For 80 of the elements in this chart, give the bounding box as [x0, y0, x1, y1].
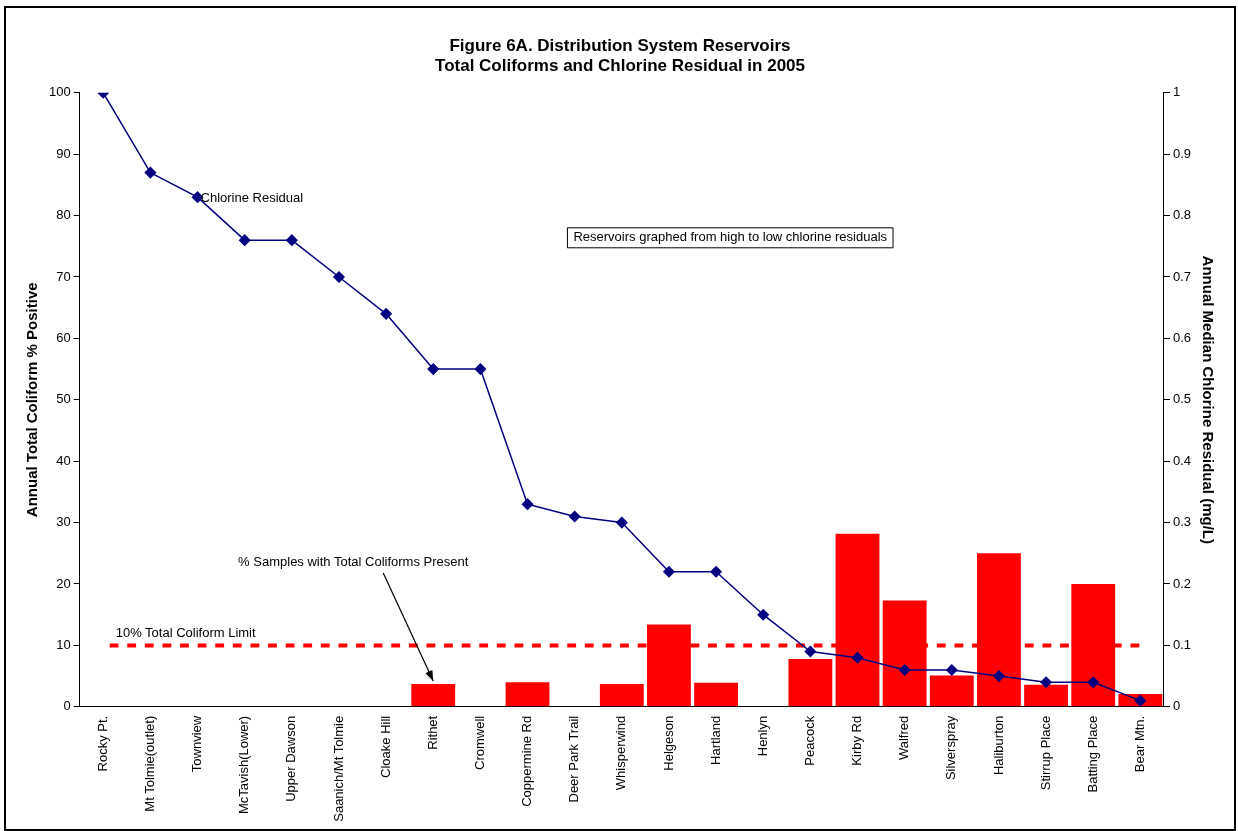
y2-tick-label: 0.1 — [1172, 636, 1192, 652]
x-tick-label: Deer Park Trail — [566, 715, 582, 803]
point — [898, 664, 911, 676]
point — [710, 565, 722, 578]
y-tick-label: 90 — [56, 145, 71, 161]
y-tick-label: 50 — [56, 391, 71, 407]
point — [333, 271, 345, 283]
x-tick-label: Rocky Pt. — [94, 715, 110, 772]
point — [380, 308, 392, 320]
point — [427, 363, 439, 375]
y-tick-label: 30 — [56, 514, 71, 530]
point — [144, 166, 157, 179]
chart-title: Figure 6A. Distribution System Reservoirs Total Coliforms and Chlorine Residual in 2005 — [435, 35, 805, 76]
y-tick-label: 70 — [56, 268, 71, 284]
x-tick-label: Helgeson — [660, 715, 676, 771]
y2-tick-label: 0.3 — [1172, 514, 1192, 530]
y-tick-label: 0 — [63, 698, 71, 714]
bar — [599, 684, 644, 707]
bar — [788, 658, 833, 707]
x-tick-label: Stirrup Place — [1037, 715, 1053, 791]
y2-tick-label: 0.9 — [1172, 145, 1192, 161]
x-tick-label: Cromwell — [471, 715, 487, 770]
x-tick-label: Mt Tolmie(outlet) — [141, 715, 157, 812]
y2-tick-label: 0.2 — [1172, 575, 1192, 591]
bar — [694, 682, 739, 707]
y-tick-label: 100 — [48, 84, 71, 100]
y2-tick-label: 0.6 — [1172, 329, 1192, 345]
x-tick-label: Henlyn — [754, 715, 770, 757]
x-tick-label: Cloake Hill — [377, 715, 393, 778]
text: % Samples with Total Coliforms Present — [238, 554, 469, 570]
x-tick-label: Townview — [189, 715, 205, 773]
x-tick-label: Upper Dawson — [283, 715, 299, 802]
point — [993, 670, 1005, 682]
point — [1134, 694, 1147, 707]
x-tick-label: Rithet — [424, 715, 440, 750]
y2-tick-label: 0 — [1172, 698, 1181, 714]
x-tick-label: Kirby Rd — [849, 715, 865, 766]
x-tick-label: Saanich/Mt Tolmie — [330, 715, 346, 822]
y-tick-label: 20 — [56, 575, 71, 591]
bar — [929, 675, 974, 707]
bar — [1024, 684, 1068, 707]
point — [1040, 676, 1052, 688]
x-tick-label: Peacock — [801, 715, 817, 766]
point — [286, 234, 298, 246]
x-tick-label: Coppermine Rd — [519, 715, 535, 807]
annotation: Reservoirs graphed from high to low chlorine residuals — [573, 229, 888, 245]
ref-line-label: 10% Total Coliform Limit — [115, 625, 256, 641]
y-tick-label: 80 — [56, 207, 71, 223]
point — [663, 565, 675, 578]
y2-tick-label: 0.5 — [1172, 391, 1192, 407]
y2-axis-title: Annual Median Chlorine Residual (mg/L) — [1199, 255, 1217, 544]
series-label: Chlorine Residual — [200, 189, 304, 205]
point — [238, 234, 251, 246]
x-tick-label: Walfred — [896, 715, 912, 761]
point — [851, 651, 864, 664]
point — [568, 510, 581, 523]
point — [474, 363, 487, 375]
bar — [505, 682, 550, 707]
y-tick-label: 60 — [56, 329, 71, 345]
y2-tick-label: 0.7 — [1172, 268, 1192, 284]
x-tick-label: McTavish(Lower) — [236, 715, 252, 815]
bar — [411, 684, 456, 707]
point — [1087, 676, 1099, 688]
point — [804, 645, 817, 658]
point — [946, 664, 958, 676]
point — [757, 608, 769, 621]
x-tick-label: Silverspray — [943, 715, 959, 781]
x-tick-label: Bear Mtn. — [1131, 715, 1147, 773]
point — [616, 516, 628, 529]
y2-tick-label: 1 — [1172, 84, 1181, 100]
y-tick-label: 10 — [56, 636, 71, 652]
y-axis-title: Annual Total Coliform % Positive — [23, 282, 41, 518]
y2-tick-label: 0.8 — [1172, 207, 1192, 223]
x-tick-label: Batting Place — [1084, 715, 1100, 793]
point — [521, 498, 534, 510]
x-tick-label: Whisperwind — [613, 715, 629, 791]
y-tick-label: 40 — [56, 452, 71, 468]
x-tick-label: Hartland — [707, 715, 723, 765]
x-tick-label: Haliburton — [990, 715, 1006, 776]
y2-tick-label: 0.4 — [1172, 452, 1192, 468]
